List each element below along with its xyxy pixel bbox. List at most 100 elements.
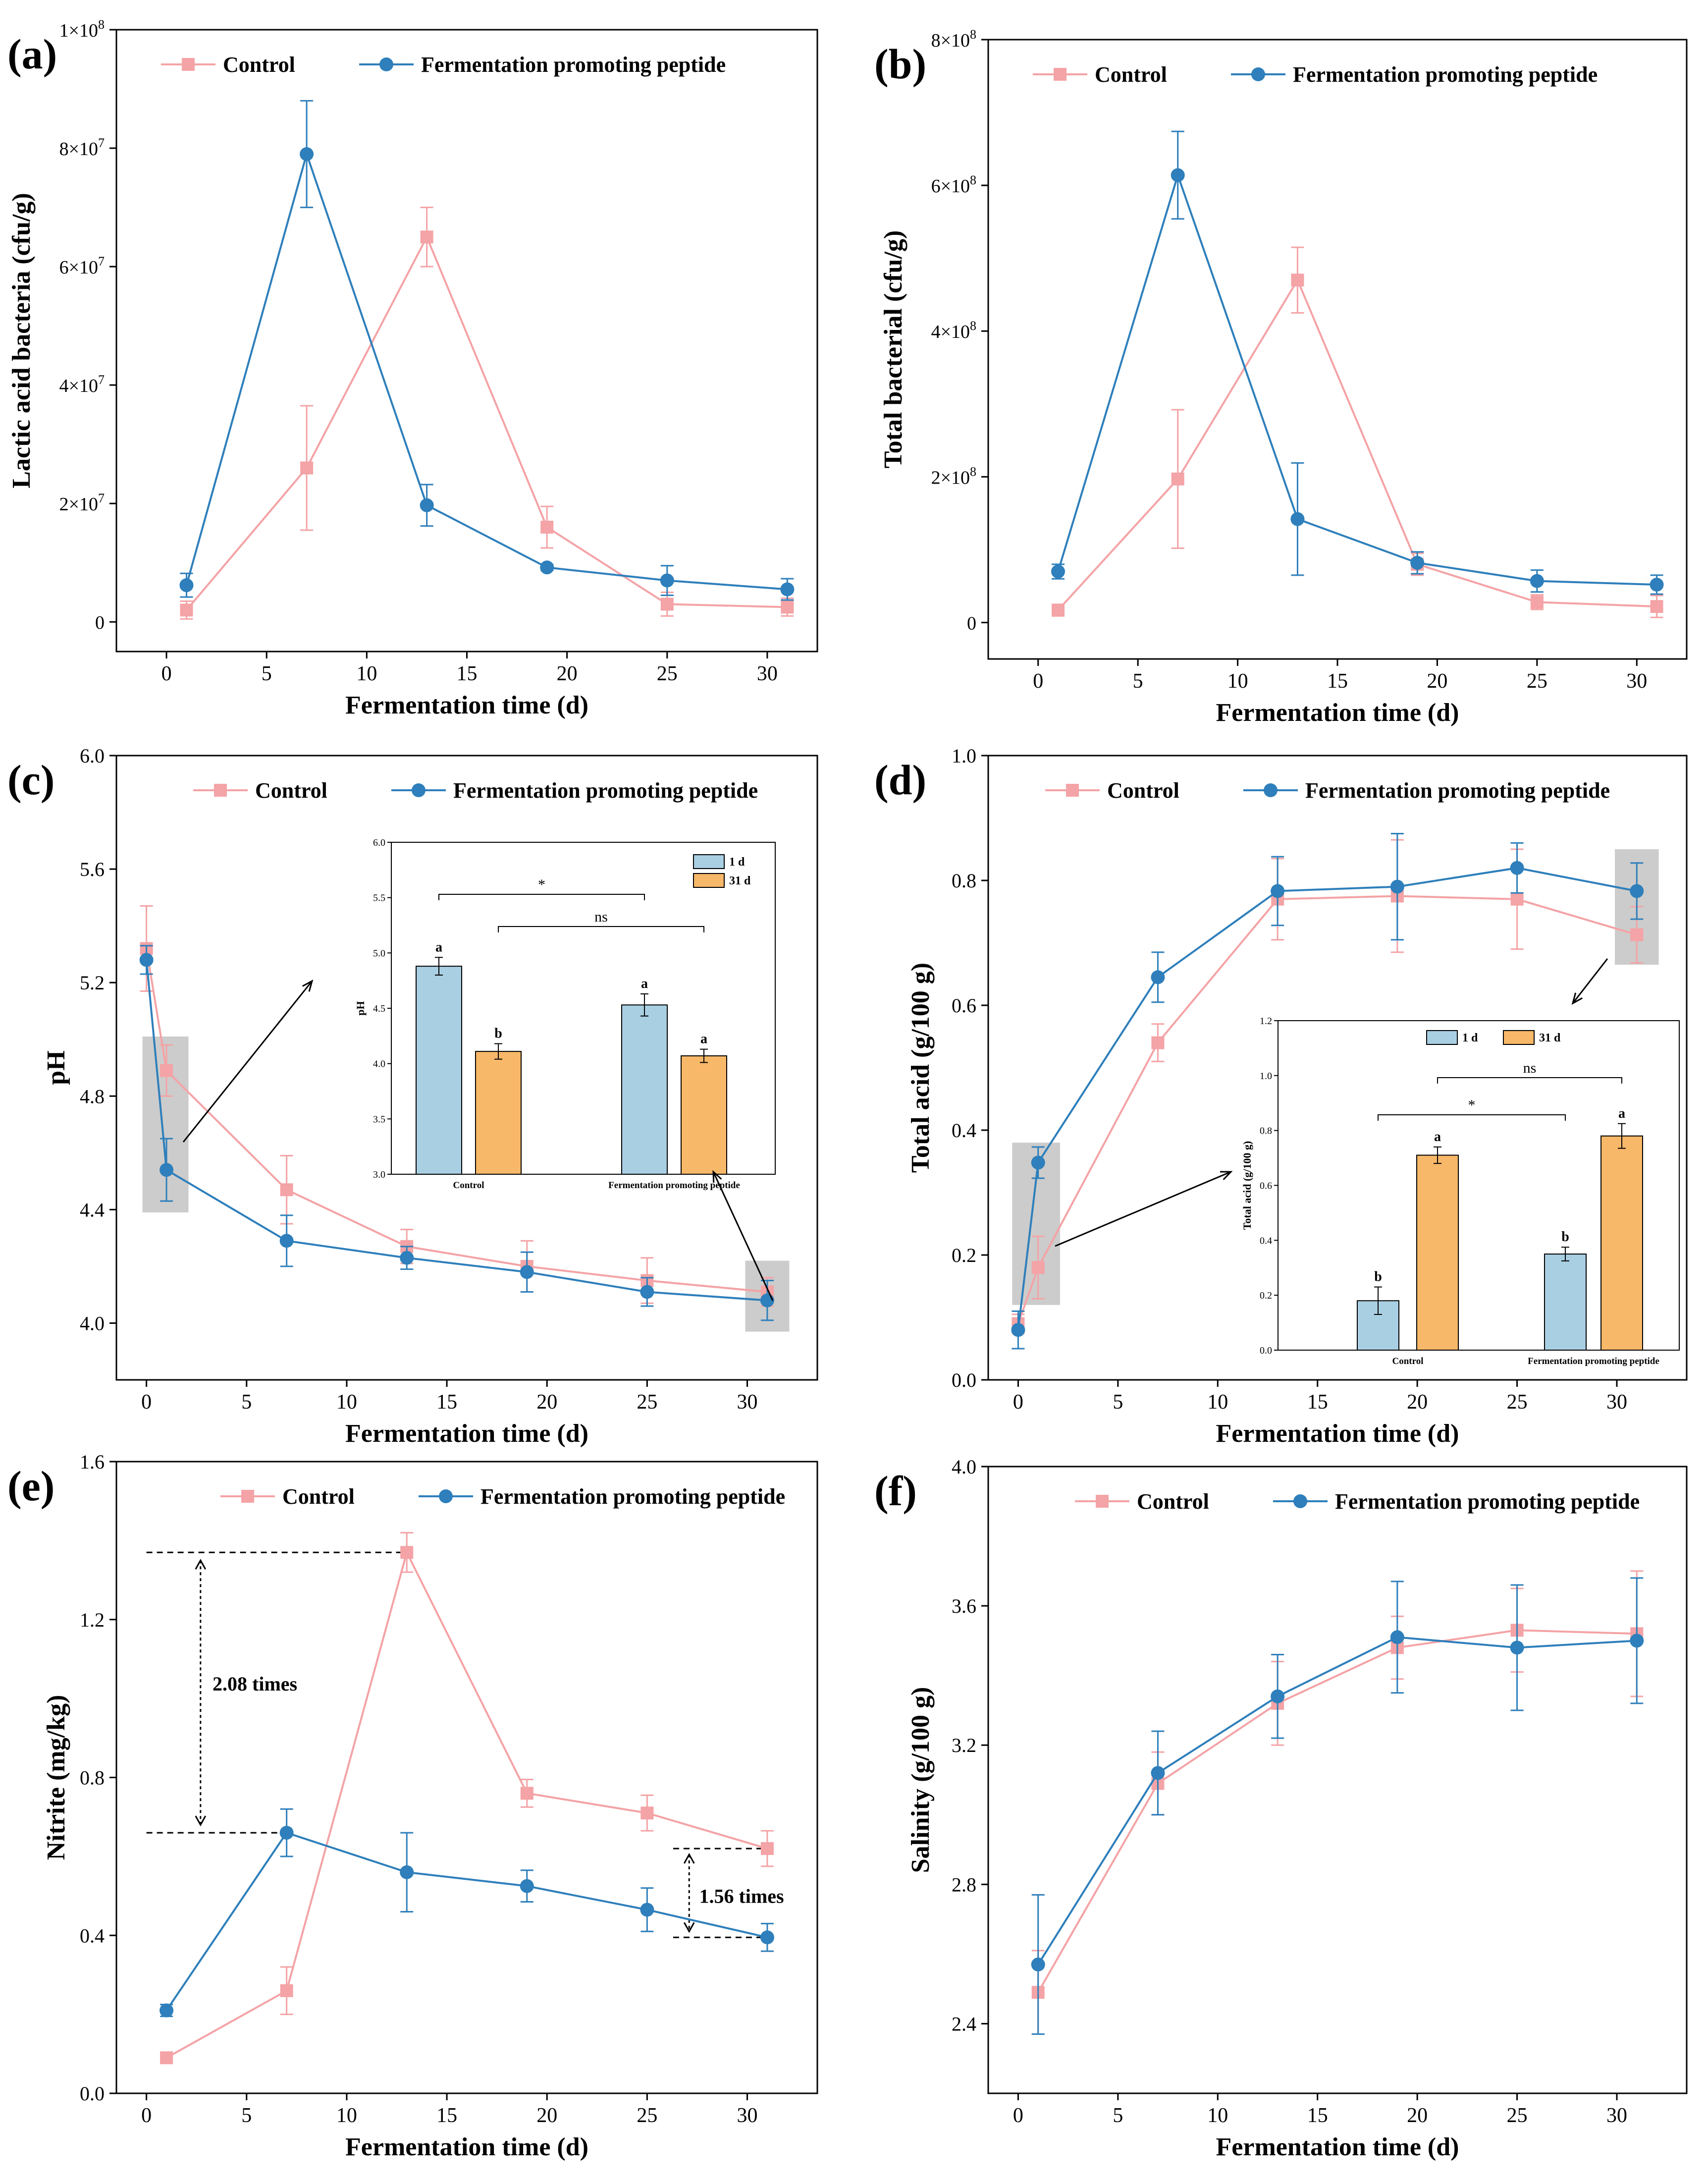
series-line [1057,277,1657,611]
legend: Control Fermentation promoting peptide [161,53,726,77]
x-axis-label: Fermentation time (d) [1216,1420,1459,1448]
x-tick-label: 30 [757,662,778,685]
y-tick-label: 5.6 [80,858,105,880]
legend-label: Control [1137,1489,1209,1514]
x-tick-label: 0 [141,2104,152,2127]
panel-label: (c) [7,756,54,804]
x-tick-label: 30 [737,1391,758,1414]
x-axis-label: Fermentation time (d) [1216,2133,1459,2161]
inset-bracket [498,926,704,932]
data-point [1290,512,1305,526]
data-point [300,461,314,475]
inset-x-tick-label: Fermentation promoting peptide [608,1180,740,1191]
data-point [520,1879,534,1893]
y-axis-label: Total bacterial (cfu/g) [879,230,907,468]
data-point [640,1806,654,1820]
data-point [520,1787,533,1800]
data-point [1151,1766,1165,1780]
inset-bracket [1437,1077,1622,1084]
data-point [160,1064,173,1077]
plot-frame [987,1466,1688,2094]
connector-arrow-head [712,1170,722,1183]
x-tick-label: 15 [1307,1391,1328,1414]
inset-y-tick-label: 5.0 [373,948,385,959]
inset-y-axis-label: pH [354,1001,367,1015]
y-tick-label: 4.0 [952,1456,976,1478]
x-tick-label: 5 [241,2104,252,2127]
series-control [1031,1570,1644,2035]
legend: Control Fermentation promoting peptide [1045,778,1610,803]
data-point [780,582,795,597]
data-point [1271,1689,1285,1703]
y-tick-label-base: 1×10 [59,20,98,41]
data-point [1271,884,1285,898]
x-tick-label: 25 [637,1391,657,1414]
inset-y-tick-label: 3.0 [373,1169,385,1180]
plot-frame [115,1461,818,2094]
x-tick-label: 10 [1227,670,1248,693]
connector-arrow [182,981,313,1143]
x-tick-label: 20 [1427,670,1447,693]
inset-bar [1544,1254,1587,1351]
arrow-head [195,1559,207,1570]
x-tick-label: 30 [737,2104,758,2127]
connector-arrow [1055,1171,1231,1247]
legend-marker [1066,784,1079,797]
inset-significance-letter: a [1434,1129,1441,1145]
y-tick-label: 3.2 [952,1734,976,1756]
inset-bracket [1378,1114,1566,1121]
inset-significance-letter: b [1374,1269,1382,1285]
legend: Control Fermentation promoting peptide [220,1484,785,1509]
data-point [760,1842,774,1855]
x-axis-label: Fermentation time (d) [345,2133,588,2161]
x-tick-label: 25 [1527,670,1547,693]
x-tick-label: 15 [436,1391,457,1414]
panel-label: (b) [874,40,926,88]
inset-y-tick-label: 0.4 [1260,1235,1272,1246]
data-point [540,521,554,534]
x-tick-label: 15 [1307,2104,1328,2127]
legend-marker [379,57,393,71]
arrow-head [195,1815,207,1827]
legend-label: Fermentation promoting peptide [480,1484,785,1509]
inset-significance-letter: a [641,976,648,991]
inset-y-tick-label: 4.5 [373,1003,385,1014]
series-peptide [1011,833,1644,1350]
y-tick-label-exp: 7 [98,491,105,505]
x-axis-label: Fermentation time (d) [345,1420,588,1448]
y-axis-label: Total acid (g/100 g) [906,963,935,1173]
inset-bar [416,966,462,1175]
y-axis-label: Nitrite (mg/kg) [42,1695,70,1860]
y-tick-label: 0.6 [952,994,976,1017]
inset-significance-letter: b [1561,1229,1569,1245]
series-control [1052,246,1663,618]
data-point [1171,472,1184,486]
y-tick-label: 8×107 [59,136,105,160]
inset-significance-letter: a [1618,1106,1625,1121]
panel-label: (f) [874,1467,917,1515]
data-point [1510,861,1524,875]
series-line [166,1549,768,2059]
legend-label: Fermentation promoting peptide [1305,778,1610,803]
data-point [640,1285,654,1299]
inset-y-tick-label: 4.0 [373,1059,385,1070]
data-point [1510,892,1524,906]
y-tick-label-exp: 8 [970,173,976,187]
inset-legend-label: 31 d [1539,1032,1561,1044]
inset-legend: 1 d 31 d [1426,1030,1561,1045]
inset-y-tick-label: 0.6 [1260,1181,1272,1192]
y-tick-label: 0 [95,612,105,633]
x-tick-label: 30 [1626,670,1647,693]
data-point [420,230,433,244]
x-tick-label: 25 [657,662,678,685]
legend-marker [182,58,195,71]
x-axis-label: Fermentation time (d) [345,691,588,719]
x-tick-label: 20 [536,2104,557,2127]
legend-label: Control [1095,62,1167,87]
y-tick-label-base: 4×10 [931,322,970,342]
data-point [180,603,193,617]
inset-bar [1600,1135,1643,1351]
x-tick-label: 10 [356,662,377,685]
series-peptide [1031,1577,1644,2035]
connector-arrow-head [1220,1171,1233,1180]
